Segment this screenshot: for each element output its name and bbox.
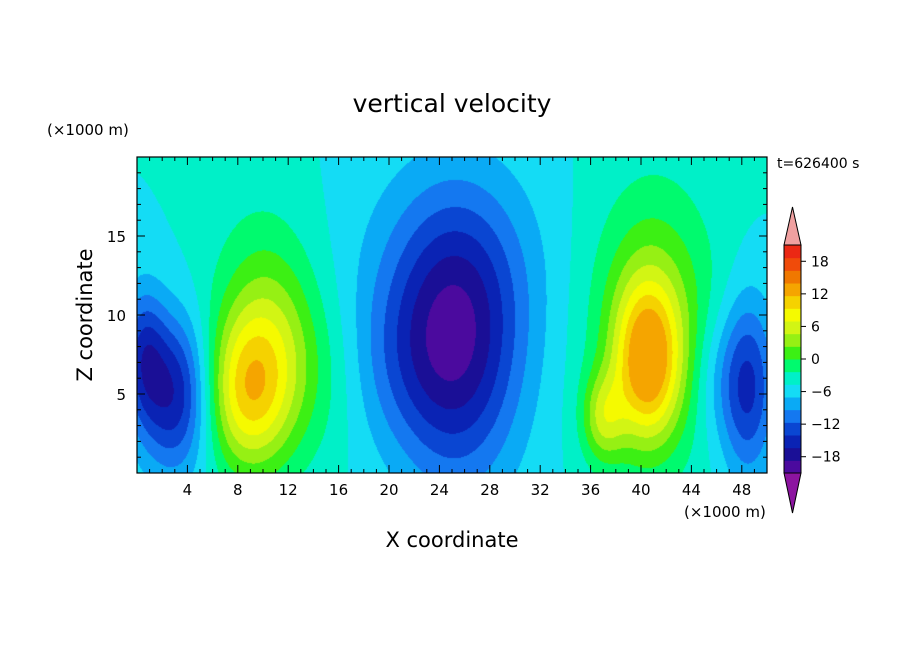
colorbar-band	[784, 422, 801, 436]
time-label: t=626400 s	[777, 156, 859, 172]
x-tick-label: 44	[682, 481, 701, 499]
colorbar-band	[784, 397, 801, 411]
x-tick-label: 4	[183, 481, 193, 499]
x-tick-label: 8	[233, 481, 243, 499]
colorbar-band	[784, 447, 801, 461]
x-tick-label: 12	[279, 481, 298, 499]
x-tick-label: 24	[430, 481, 449, 499]
x-tick-label: 28	[480, 481, 499, 499]
colorbar-band	[784, 283, 801, 297]
colorbar-band	[784, 346, 801, 360]
y-axis-unit: (×1000 m)	[47, 121, 129, 139]
x-tick-label: 16	[329, 481, 348, 499]
colorbar-band	[784, 321, 801, 335]
y-axis-label: Z coordinate	[73, 248, 97, 381]
colorbar-band	[784, 384, 801, 398]
y-axis: 5 10 15	[107, 172, 767, 458]
colorbar-band	[784, 409, 801, 423]
x-tick-label: 20	[379, 481, 398, 499]
colorbar-band	[784, 245, 801, 259]
colorbar-band	[784, 308, 801, 322]
colorbar-tick-label: 12	[811, 287, 829, 303]
y-tick-label: 15	[107, 228, 126, 246]
colorbar-tick-label: 18	[811, 254, 829, 270]
colorbar-under-triangle	[783, 472, 802, 514]
colorbar-band	[784, 295, 801, 309]
colorbar-over-triangle	[783, 206, 802, 246]
colorbar-tick-label: −12	[811, 417, 841, 433]
x-axis-unit: (×1000 m)	[684, 503, 766, 521]
colorbar: 18 12 6 0 −6 −12 −18	[783, 206, 841, 514]
y-tick-label: 10	[107, 307, 126, 325]
x-axis-label: X coordinate	[385, 528, 518, 552]
colorbar-band	[784, 257, 801, 271]
x-tick-label: 48	[732, 481, 751, 499]
x-tick-label: 40	[631, 481, 650, 499]
x-tick-label: 32	[531, 481, 550, 499]
colorbar-band	[784, 359, 801, 373]
colorbar-band	[784, 460, 801, 474]
colorbar-band	[784, 371, 801, 385]
colorbar-band	[784, 333, 801, 347]
colorbar-tick-label: 6	[811, 319, 820, 335]
colorbar-band	[784, 270, 801, 284]
contour-field	[137, 157, 767, 473]
x-axis: 4 8 12 16 20 24 28 32 36 40 44 48	[149, 157, 755, 499]
chart-title: vertical velocity	[353, 89, 552, 118]
y-tick-label: 5	[116, 386, 126, 404]
colorbar-band	[784, 435, 801, 449]
colorbar-tick-label: −6	[811, 385, 832, 401]
x-tick-label: 36	[581, 481, 600, 499]
colorbar-tick-label: 0	[811, 352, 820, 368]
plot-area	[136, 156, 768, 474]
colorbar-tick-label: −18	[811, 450, 841, 466]
